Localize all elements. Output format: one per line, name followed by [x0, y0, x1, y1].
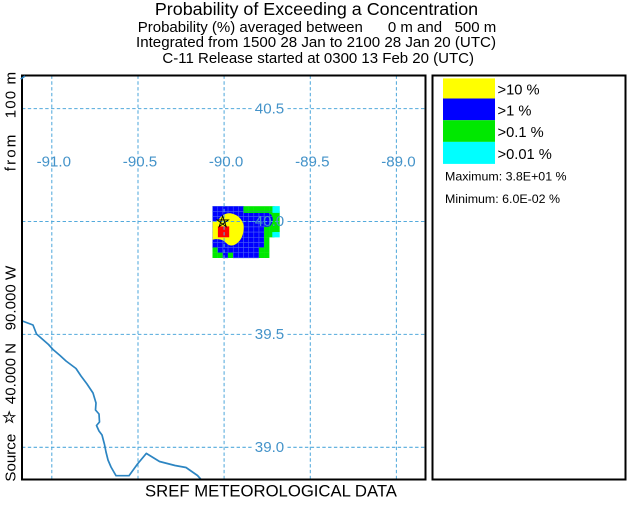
svg-text:Probability (%) averaged betwe: Probability (%) averaged between 0 m and… — [138, 19, 497, 36]
svg-text:-90.0: -90.0 — [209, 153, 243, 170]
svg-text:>0.1 %: >0.1 % — [498, 125, 544, 141]
svg-text:40.000 N 90.000 W: 40.000 N 90.000 W — [3, 265, 20, 404]
svg-text:100 m: 100 m — [3, 71, 20, 118]
svg-text:>0.01 %: >0.01 % — [498, 147, 552, 163]
svg-text:40.5: 40.5 — [255, 100, 284, 117]
svg-text:>1 %: >1 % — [498, 103, 532, 119]
svg-text:-89.5: -89.5 — [295, 153, 329, 170]
svg-text:Source: Source — [3, 434, 20, 482]
svg-text:-91.0: -91.0 — [37, 153, 71, 170]
svg-text:>10 %: >10 % — [498, 82, 540, 98]
svg-text:40.0: 40.0 — [255, 213, 284, 230]
svg-text:C-11 Release started at 0300 1: C-11 Release started at 0300 13 Feb 20 (… — [162, 50, 474, 67]
svg-text:Integrated from 1500 28 Jan to: Integrated from 1500 28 Jan to 2100 28 J… — [136, 34, 496, 51]
svg-text:39.0: 39.0 — [255, 439, 284, 456]
svg-text:SREF METEOROLOGICAL DATA: SREF METEOROLOGICAL DATA — [145, 481, 398, 500]
svg-text:Maximum: 3.8E+01 %: Maximum: 3.8E+01 % — [445, 170, 567, 184]
svg-text:-89.0: -89.0 — [381, 153, 415, 170]
svg-text:Minimum: 6.0E-02 %: Minimum: 6.0E-02 % — [445, 192, 560, 206]
svg-text:39.5: 39.5 — [255, 326, 284, 343]
svg-text:from: from — [3, 133, 20, 172]
svg-text:Probability of Exceeding a Con: Probability of Exceeding a Concentration — [155, 0, 478, 19]
svg-text:-90.5: -90.5 — [123, 153, 157, 170]
